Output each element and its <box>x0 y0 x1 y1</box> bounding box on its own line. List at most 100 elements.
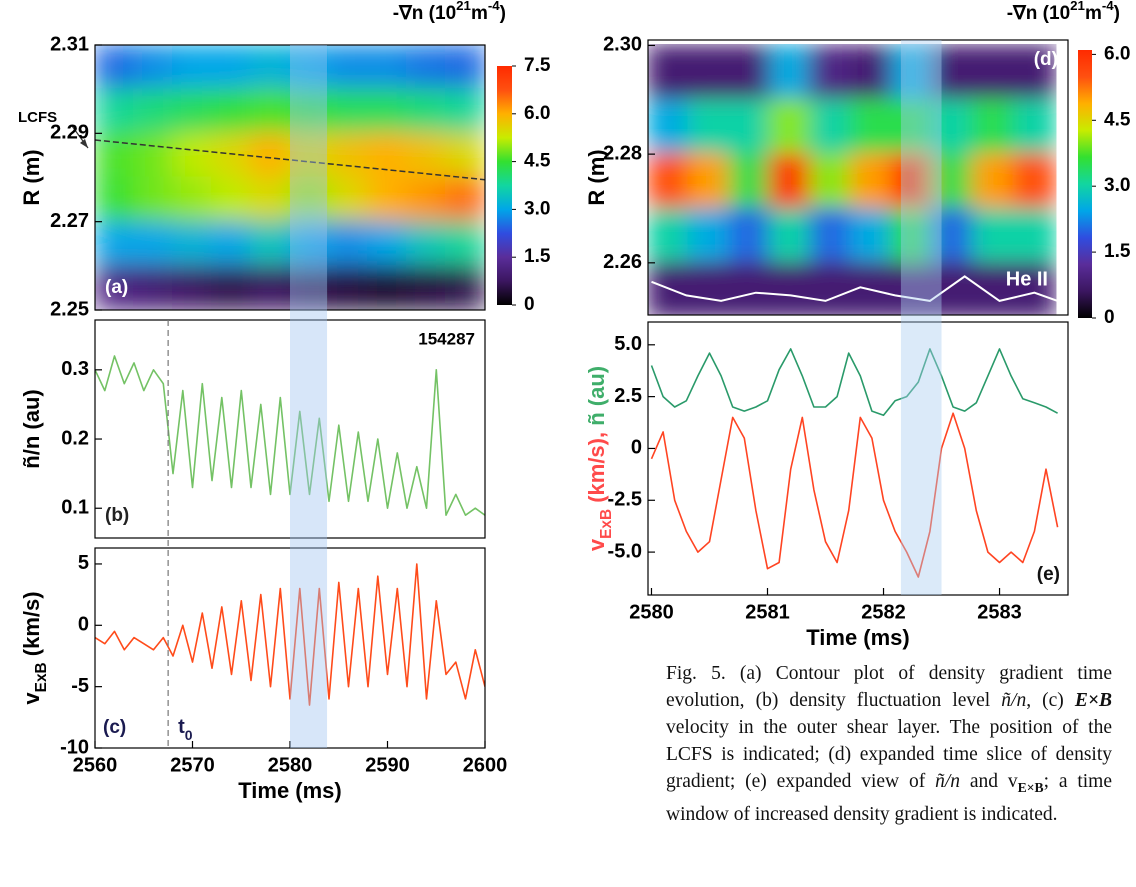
text-part: m <box>471 3 488 24</box>
heat-cell <box>172 88 213 135</box>
heat-cell <box>289 132 330 179</box>
heat-cell <box>250 264 291 310</box>
y-tick-label: 2.26 <box>603 251 642 273</box>
he-ii-label: He II <box>1006 268 1048 290</box>
heat-cell <box>971 261 1016 315</box>
y-tick-label: -5.0 <box>608 540 642 562</box>
data-line <box>650 412 1059 578</box>
heat-cell <box>728 44 773 101</box>
colorbar-tick-label: 6.0 <box>524 103 550 124</box>
plot-area <box>95 355 485 516</box>
colorbar <box>497 66 512 305</box>
y-axis-label: R (m) <box>19 149 44 205</box>
heat-cell <box>95 45 135 91</box>
text-part: 0 <box>185 727 193 743</box>
text-part: ExB <box>598 509 615 539</box>
caption-text: E×B <box>1074 690 1112 711</box>
heat-cell <box>890 261 935 315</box>
heat-cell <box>211 132 252 179</box>
colorbar-tick-label: 3.0 <box>1104 175 1130 196</box>
heat-cell <box>328 45 369 91</box>
heat-cell <box>289 45 330 91</box>
text-part: -∇n (10 <box>1007 3 1070 24</box>
heat-cell <box>406 220 447 267</box>
heat-cell <box>648 261 691 315</box>
y-tick-label: 0 <box>631 437 642 459</box>
heat-cell <box>768 207 813 264</box>
text-part: (km/s), <box>584 426 609 509</box>
heat-cell <box>133 45 174 91</box>
heat-cell <box>250 220 291 267</box>
text-part: 21 <box>1070 0 1085 13</box>
panel-label: (a) <box>105 277 128 298</box>
heat-cell <box>367 176 408 223</box>
heat-cell <box>728 207 773 264</box>
x-tick-label: 2590 <box>365 754 410 776</box>
heat-cell <box>890 98 935 156</box>
heat-cell <box>328 132 369 179</box>
y-tick-label: 0 <box>78 614 89 636</box>
heat-cell <box>367 220 408 267</box>
y-tick-label: 2.30 <box>603 34 642 56</box>
heat-cell <box>890 153 935 210</box>
heat-cell <box>211 220 252 267</box>
heat-cell <box>367 45 408 91</box>
text-part: -4 <box>1102 0 1114 13</box>
heat-cell <box>768 261 813 315</box>
heat-cell <box>445 220 485 267</box>
x-tick-label: 2580 <box>268 754 313 776</box>
he-ii-trace <box>651 275 1058 302</box>
heat-cell <box>648 207 691 264</box>
heat-cell <box>768 98 813 156</box>
highlight-band <box>290 45 328 748</box>
y-tick-label: 0.1 <box>61 497 89 519</box>
y-tick-label: 5.0 <box>614 333 642 355</box>
heat-cell <box>849 207 894 264</box>
x-tick-label: 2580 <box>629 601 674 623</box>
plot-frame <box>94 319 486 539</box>
heat-cell <box>687 153 732 210</box>
plot-area <box>650 348 1059 578</box>
y-tick-label: 2.29 <box>50 122 89 144</box>
shot-number: 154287 <box>418 329 475 348</box>
heat-cell <box>133 264 174 310</box>
heat-cell <box>445 132 485 179</box>
heat-cell <box>95 88 135 135</box>
highlight-band <box>900 40 942 595</box>
heat-cell <box>931 98 976 156</box>
data-line <box>95 563 485 706</box>
heat-cell <box>971 207 1016 264</box>
heat-cell <box>971 153 1016 210</box>
heat-cell <box>809 98 854 156</box>
heat-cell <box>211 88 252 135</box>
heat-cell <box>328 176 369 223</box>
plot-area <box>648 44 1058 315</box>
text-part: ñ (au) <box>584 366 609 426</box>
colorbar-tick-label: 4.5 <box>1104 109 1131 130</box>
caption-text: and v <box>959 771 1018 792</box>
y-tick-label: 0.3 <box>61 358 89 380</box>
heat-cell <box>648 153 691 210</box>
heat-cell <box>687 207 732 264</box>
heat-cell <box>95 264 135 310</box>
heat-cell <box>687 44 732 101</box>
caption-text: E×B <box>1017 779 1044 795</box>
text-part: ) <box>1114 3 1120 24</box>
y-tick-label: 2.5 <box>614 385 642 407</box>
lcfs-line <box>95 139 485 181</box>
t0-label: t0 <box>178 716 193 742</box>
y-tick-label: -10 <box>60 736 89 758</box>
caption-text: ñ/n <box>1001 690 1027 711</box>
y-tick-label: 5 <box>78 552 89 574</box>
text-part: -∇n (10 <box>393 3 456 24</box>
heat-cell <box>406 176 447 223</box>
caption: Fig. 5. (a) Contour plot of density grad… <box>666 660 1112 828</box>
caption-text: velocity in the outer shear layer. The p… <box>666 717 1112 792</box>
colorbar-tick-label: 1.5 <box>1104 241 1131 262</box>
text-part: ) <box>500 3 506 24</box>
heat-cell <box>367 88 408 135</box>
heat-cell <box>648 98 691 156</box>
heat-cell <box>172 220 213 267</box>
heat-cell <box>890 207 935 264</box>
